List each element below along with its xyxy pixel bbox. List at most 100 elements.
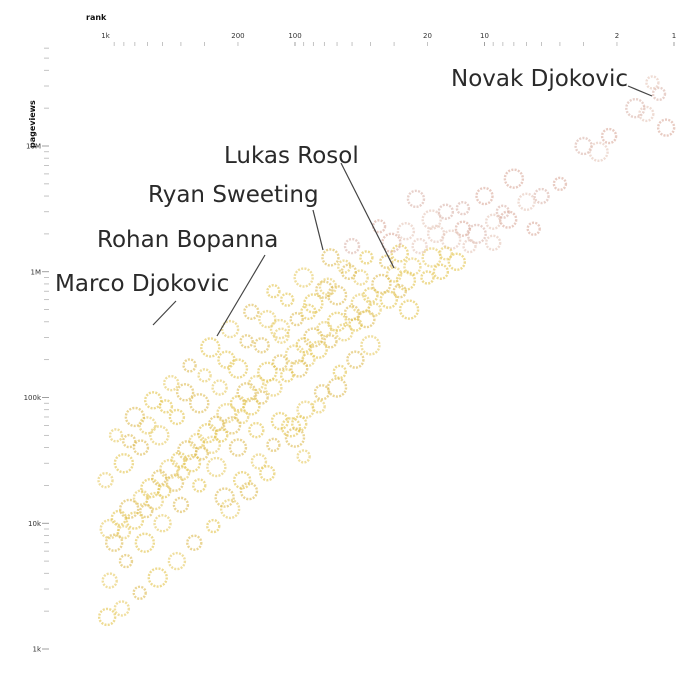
data-point <box>552 176 568 192</box>
data-point <box>273 327 290 344</box>
data-point <box>125 511 145 530</box>
data-point <box>239 481 259 501</box>
y-tick-label: 1M <box>31 268 42 276</box>
y-tick-label: 1k <box>32 646 41 654</box>
data-point <box>332 364 348 380</box>
data-point <box>227 358 249 379</box>
data-point <box>318 277 338 296</box>
annotation-label: Lukas Rosol <box>224 143 359 169</box>
data-point <box>290 359 309 378</box>
data-point <box>206 456 227 478</box>
data-point <box>172 496 190 514</box>
data-point <box>216 403 237 424</box>
data-point <box>337 259 352 274</box>
data-point <box>197 423 218 444</box>
data-point <box>340 263 358 280</box>
data-point <box>134 532 156 553</box>
data-point <box>214 487 235 508</box>
data-point <box>257 361 278 383</box>
data-point <box>350 293 371 314</box>
data-point <box>138 503 154 519</box>
data-point <box>167 551 187 571</box>
data-point <box>104 533 124 552</box>
data-point <box>296 449 311 464</box>
data-point <box>296 400 315 419</box>
data-point <box>266 437 281 453</box>
data-point <box>159 458 180 480</box>
data-point <box>157 483 172 499</box>
data-point <box>271 354 289 371</box>
data-point <box>295 337 312 354</box>
data-point <box>313 384 331 401</box>
data-point <box>248 374 265 392</box>
data-point <box>326 311 348 332</box>
data-point <box>343 237 361 255</box>
points-layer <box>97 75 676 627</box>
data-point <box>206 518 221 534</box>
y-axis-title: pageviews <box>28 100 37 148</box>
data-point <box>253 337 270 354</box>
data-point <box>379 254 394 269</box>
data-point <box>326 377 348 398</box>
x-tick-label: 100 <box>288 32 301 40</box>
data-point <box>219 498 241 520</box>
x-tick-label: 1 <box>672 32 676 40</box>
data-point <box>484 213 502 230</box>
data-point <box>454 220 472 237</box>
x-axis-title: rank <box>86 13 107 22</box>
y-axis: pageviews 10M 1M 100k 10k 1k <box>24 47 49 654</box>
data-point <box>116 524 132 540</box>
data-point <box>421 247 442 268</box>
data-point <box>214 428 229 443</box>
data-point <box>243 303 260 321</box>
data-point <box>447 252 467 271</box>
data-point <box>362 287 379 304</box>
data-point <box>360 335 381 356</box>
annotation-label: Rohan Bopanna <box>97 227 278 253</box>
data-point <box>466 223 487 245</box>
data-point <box>367 302 382 317</box>
data-point <box>517 192 536 211</box>
data-point <box>220 319 240 339</box>
annotation-leader-line <box>312 209 324 251</box>
data-point <box>392 284 407 299</box>
data-point <box>99 518 120 540</box>
data-point <box>279 292 295 307</box>
annotation-leader-line <box>340 162 395 269</box>
data-point <box>396 222 416 241</box>
data-point <box>236 382 257 403</box>
data-point <box>638 105 655 123</box>
x-tick-label: 1k <box>101 32 110 40</box>
data-point <box>406 189 426 209</box>
data-point <box>420 270 435 285</box>
data-point <box>309 340 328 359</box>
annotation-leader-line <box>216 254 266 337</box>
data-point <box>158 399 174 414</box>
data-point <box>455 201 471 216</box>
data-point <box>656 118 676 137</box>
data-point <box>194 446 210 461</box>
data-point <box>343 304 361 322</box>
data-point <box>110 509 128 527</box>
data-point <box>217 350 236 369</box>
data-point <box>289 311 304 327</box>
data-point <box>600 127 618 145</box>
data-point <box>437 203 455 220</box>
data-point <box>118 553 134 569</box>
data-point <box>301 352 316 367</box>
data-point <box>359 250 374 265</box>
data-point <box>335 323 354 342</box>
data-point <box>121 433 137 449</box>
data-point <box>132 489 150 506</box>
data-point <box>303 293 324 314</box>
y-tick-label: 10k <box>28 520 42 528</box>
data-point <box>269 318 291 340</box>
data-point <box>163 374 180 392</box>
data-point <box>625 97 646 119</box>
data-point <box>234 409 250 425</box>
data-point <box>326 285 348 306</box>
data-point <box>371 273 392 295</box>
data-point <box>124 406 146 428</box>
data-point <box>248 421 265 439</box>
data-point <box>108 428 124 443</box>
